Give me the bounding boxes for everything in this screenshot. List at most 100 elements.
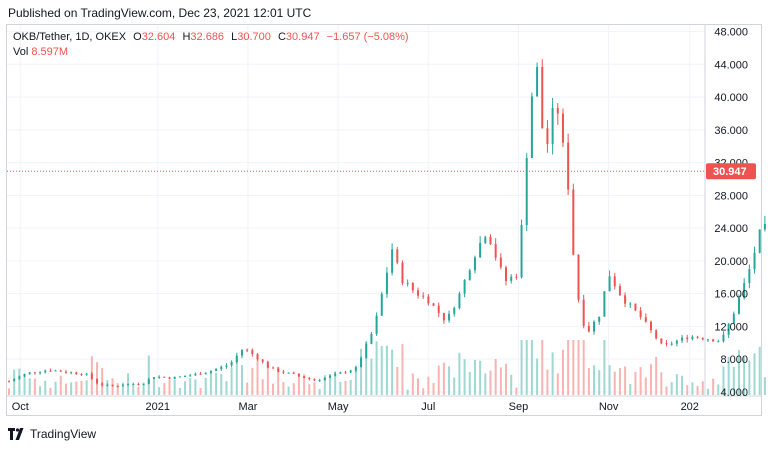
- candle-body: [515, 276, 518, 278]
- candle-body: [297, 373, 300, 377]
- candle-body: [33, 372, 36, 374]
- volume-bar: [101, 368, 104, 395]
- candle-body: [763, 223, 766, 230]
- candle-body: [111, 384, 114, 387]
- candle-body: [758, 229, 761, 253]
- volume-bar: [437, 365, 440, 395]
- chart-frame[interactable]: [6, 24, 762, 416]
- candle-body: [505, 267, 508, 281]
- volume-bar: [753, 353, 756, 395]
- candle-body: [396, 249, 399, 263]
- volume-bar: [427, 376, 430, 395]
- ohlc-legend: OKB/Tether, 1D, OKEX O32.604 H32.686 L30…: [13, 31, 409, 43]
- candle-body: [572, 189, 575, 255]
- volume-bar: [215, 372, 218, 395]
- candle-body: [313, 378, 316, 381]
- volume-bar: [292, 383, 295, 395]
- candle-body: [137, 383, 140, 385]
- volume-bar: [18, 368, 21, 395]
- candle-body: [717, 341, 720, 343]
- candle-body: [240, 349, 243, 356]
- volume-bar: [748, 360, 751, 395]
- candle-body: [39, 372, 42, 374]
- footer-brand[interactable]: TradingView: [8, 427, 96, 441]
- volume-bar: [204, 377, 207, 395]
- volume-bar: [28, 378, 31, 395]
- candle-body: [303, 376, 306, 378]
- candle-body: [448, 313, 451, 321]
- candle-body: [277, 368, 280, 372]
- volume-bar: [49, 387, 52, 395]
- low-value: 30.700: [237, 31, 271, 43]
- y-tick-label: 48.000: [714, 27, 748, 39]
- candle-body: [541, 67, 544, 129]
- volume-bar: [209, 373, 212, 395]
- volume-bar: [484, 373, 487, 395]
- volume-bar: [717, 384, 720, 395]
- candle-body: [121, 385, 124, 387]
- volume-bar: [168, 379, 171, 395]
- candle-body: [706, 339, 709, 341]
- candle-body: [401, 262, 404, 284]
- y-tick-label: 20.000: [714, 256, 748, 268]
- volume-bar: [732, 366, 735, 395]
- candle-body: [261, 359, 264, 362]
- y-tick-label: 16.000: [714, 289, 748, 301]
- candle-body: [380, 293, 383, 316]
- candle-body: [132, 383, 135, 385]
- candle-body: [681, 337, 684, 341]
- candle-body: [737, 297, 740, 314]
- candle-body: [473, 257, 476, 271]
- volume-bar: [111, 378, 114, 395]
- volume-bar: [499, 367, 502, 395]
- volume-bar: [670, 382, 673, 395]
- candle-body: [251, 349, 254, 355]
- volume-bar: [277, 366, 280, 395]
- volume-bar: [282, 382, 285, 395]
- volume-bar: [121, 382, 124, 395]
- candle-body: [618, 286, 621, 296]
- candle-body: [639, 310, 642, 318]
- candle-body: [375, 315, 378, 334]
- brand-label: TradingView: [30, 427, 97, 441]
- volume-bar: [706, 388, 709, 395]
- candle-body: [173, 376, 176, 379]
- volume-bar: [297, 373, 300, 395]
- y-tick-label: 36.000: [714, 125, 748, 137]
- volume-bar: [422, 388, 425, 395]
- candle-body: [282, 371, 285, 373]
- x-tick-label: 2021: [146, 401, 170, 413]
- volume-bar: [406, 389, 409, 395]
- x-tick-label: Nov: [599, 401, 619, 413]
- volume-bar: [251, 367, 254, 395]
- volume-bar: [80, 381, 83, 395]
- candle-body: [546, 128, 549, 145]
- y-axis-ticks: 4.000 8.000 12.000 16.000 20.000 24.000 28.000…: [714, 27, 748, 399]
- candle-body: [334, 373, 337, 376]
- volume-bar: [313, 382, 316, 395]
- volume-bar: [106, 380, 109, 395]
- candle-body: [577, 254, 580, 300]
- volume-bar: [556, 373, 559, 395]
- candle-body: [246, 349, 249, 351]
- volume-bar: [489, 370, 492, 395]
- candle-body: [722, 334, 725, 342]
- volume-bar: [737, 350, 740, 395]
- candle-body: [422, 295, 425, 297]
- candle-body: [163, 376, 166, 378]
- volume-bar: [629, 383, 632, 395]
- y-tick-label: 24.000: [714, 223, 748, 235]
- y-tick-label: 40.000: [714, 92, 748, 104]
- candle-body: [59, 370, 62, 372]
- volume-bar: [173, 379, 176, 395]
- candle-body: [556, 107, 559, 114]
- volume-bar: [494, 358, 497, 395]
- volume-bar: [349, 379, 352, 395]
- volume-bar: [458, 352, 461, 395]
- volume-bar: [137, 387, 140, 395]
- candle-body: [194, 373, 197, 376]
- volume-bar: [546, 369, 549, 395]
- candle-body: [354, 367, 357, 371]
- candle-body: [101, 383, 104, 386]
